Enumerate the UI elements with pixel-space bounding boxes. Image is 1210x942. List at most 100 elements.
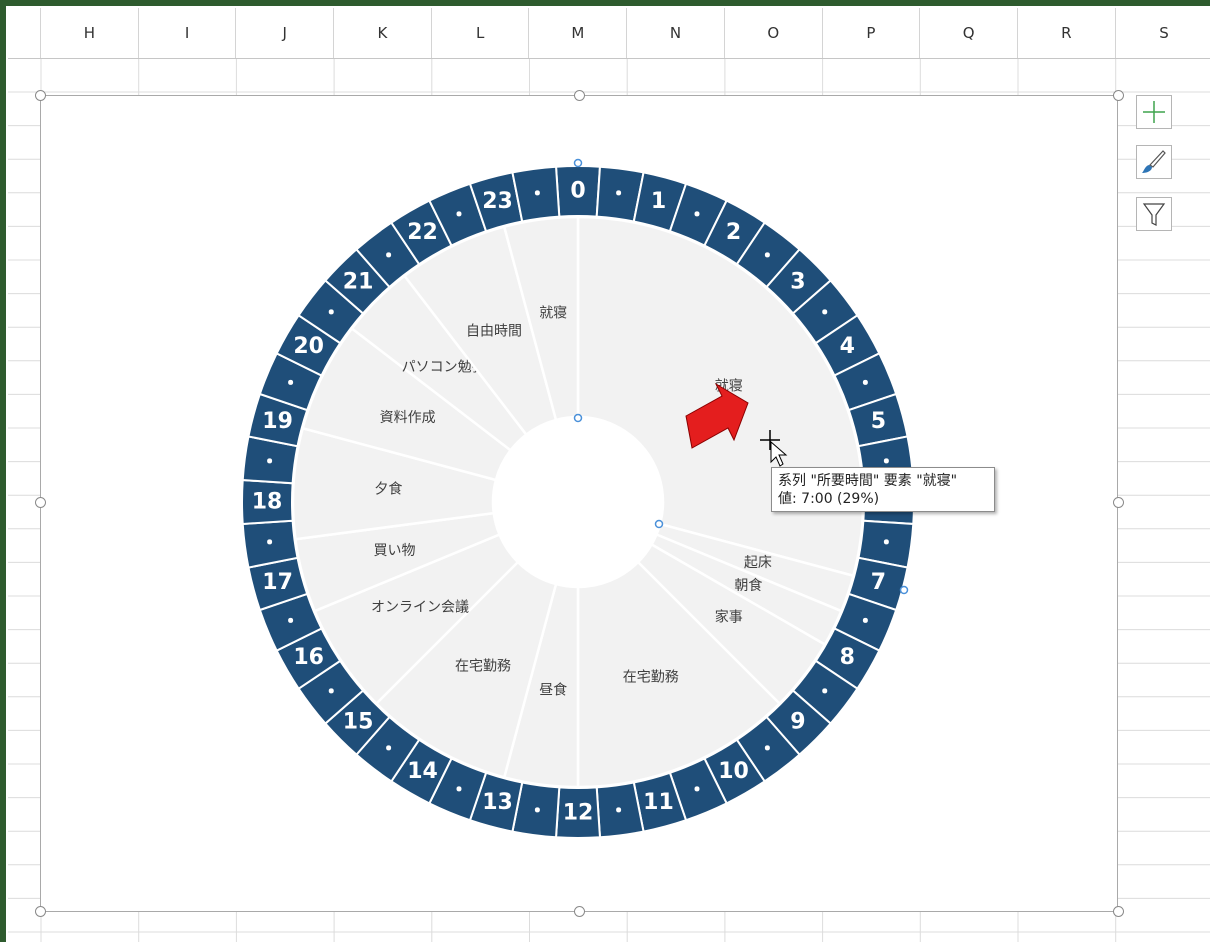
chart-resize-handle[interactable] [35,90,46,101]
column-header-n[interactable]: N [627,8,725,58]
column-header-o[interactable]: O [725,8,823,58]
outer-ring-hour-label: 20 [293,334,324,359]
outer-ring-hour-label: 15 [343,709,374,734]
filter-icon [1137,203,1171,234]
red-arrow-icon [685,382,749,449]
inner-slice-label: 買い物 [373,543,415,559]
outer-ring-hour-label: 8 [840,645,855,670]
outer-ring-dot-label: ・ [260,449,280,473]
column-header-l[interactable]: L [432,8,530,58]
chart-resize-handle[interactable] [574,906,585,917]
column-header-k[interactable]: K [334,8,432,58]
outer-ring-dot-label: ・ [815,679,835,703]
outer-ring-dot-label: ・ [449,203,469,227]
paintbrush-icon [1137,150,1171,182]
outer-ring-hour-label: 17 [262,570,293,595]
outer-ring-dot-label: ・ [321,679,341,703]
doughnut-hole [493,417,663,587]
column-header-s[interactable]: S [1116,8,1210,58]
inner-slice-label: 資料作成 [380,410,436,426]
outer-ring-dot-label: ・ [379,243,399,267]
column-header-h[interactable]: H [41,8,139,58]
column-header-blank [8,8,41,58]
outer-ring-dot-label: ・ [527,798,547,822]
outer-ring-dot-label: ・ [687,777,707,801]
outer-ring-hour-label: 12 [563,801,594,826]
outer-ring-hour-label: 14 [407,759,438,784]
outer-ring-dot-label: ・ [321,301,341,325]
outer-ring-dot-label: ・ [527,182,547,206]
inner-slice-label: 朝食 [734,577,762,594]
outer-ring-dot-label: ・ [687,203,707,227]
column-header-m[interactable]: M [530,8,628,58]
outer-ring-hour-label: 19 [262,409,293,434]
move-cursor-icon [760,430,788,467]
window-left-border [0,0,6,942]
column-header-q[interactable]: Q [920,8,1018,58]
column-header-i[interactable]: I [139,8,237,58]
outer-ring-hour-label: 18 [252,490,283,515]
outer-ring-dot-label: ・ [379,737,399,761]
outer-ring-hour-label: 10 [718,759,749,784]
selection-point [654,519,664,529]
outer-ring-dot-label: ・ [757,737,777,761]
outer-ring-hour-label: 23 [482,189,513,214]
outer-ring-dot-label: ・ [260,531,280,555]
outer-ring-dot-label: ・ [609,798,629,822]
outer-ring-dot-label: ・ [855,371,875,395]
column-header-r[interactable]: R [1018,8,1116,58]
outer-ring-dot-label: ・ [855,609,875,633]
selection-point [573,413,583,423]
column-header-j[interactable]: J [236,8,335,58]
chart-resize-handle[interactable] [574,90,585,101]
chart-elements-button[interactable] [1136,95,1172,129]
outer-ring-dot-label: ・ [757,243,777,267]
outer-ring-hour-label: 2 [726,220,741,245]
tooltip-value-line: 値: 7:00 (29%) [778,491,880,507]
inner-slice-label: 在宅勤務 [455,659,511,675]
outer-ring-hour-label: 7 [871,570,886,595]
inner-slice-label: 在宅勤務 [623,670,679,686]
outer-ring-hour-label: 11 [643,790,674,815]
outer-ring-hour-label: 5 [871,409,886,434]
inner-slice-label: オンライン会議 [371,599,469,616]
selection-point [573,158,583,168]
outer-ring-hour-label: 1 [651,189,666,214]
outer-ring-hour-label: 22 [407,220,438,245]
outer-ring-dot-label: ・ [815,301,835,325]
outer-ring-hour-label: 0 [570,179,585,204]
chart-resize-handle[interactable] [35,906,46,917]
chart-styles-button[interactable] [1136,145,1172,179]
inner-slice-label: 起床 [744,555,772,571]
plus-icon [1137,101,1171,132]
chart-resize-handle[interactable] [1113,90,1124,101]
outer-ring-dot-label: ・ [281,371,301,395]
outer-ring-hour-label: 4 [840,334,855,359]
column-header-p[interactable]: P [823,8,921,58]
outer-ring-hour-label: 16 [293,645,324,670]
inner-slice-label: 就寝 [539,305,567,322]
outer-ring-dot-label: ・ [281,609,301,633]
chart-resize-handle[interactable] [35,497,46,508]
window-left-inner-border [6,6,8,942]
tooltip-series-line: 系列 "所要時間" 要素 "就寝" [778,473,958,489]
inner-slice-label: 自由時間 [466,324,522,340]
inner-slice-label: パソコン勉強 [402,360,486,376]
outer-ring-dot-label: ・ [876,531,896,555]
inner-slice-label: 昼食 [539,681,567,698]
chart-resize-handle[interactable] [1113,497,1124,508]
outer-ring-hour-label: 3 [790,270,805,295]
outer-ring-dot-label: ・ [449,777,469,801]
chart-filters-button[interactable] [1136,197,1172,231]
outer-ring-dot-label: ・ [609,182,629,206]
chart-resize-handle[interactable] [1113,906,1124,917]
outer-ring-hour-label: 13 [482,790,513,815]
outer-ring-hour-label: 21 [343,270,374,295]
chart-tooltip: 系列 "所要時間" 要素 "就寝" 値: 7:00 (29%) [771,467,995,512]
inner-slice-label: 夕食 [374,481,402,498]
window-top-border [0,0,1210,6]
outer-ring-hour-label: 9 [790,709,805,734]
selection-point [899,585,909,595]
